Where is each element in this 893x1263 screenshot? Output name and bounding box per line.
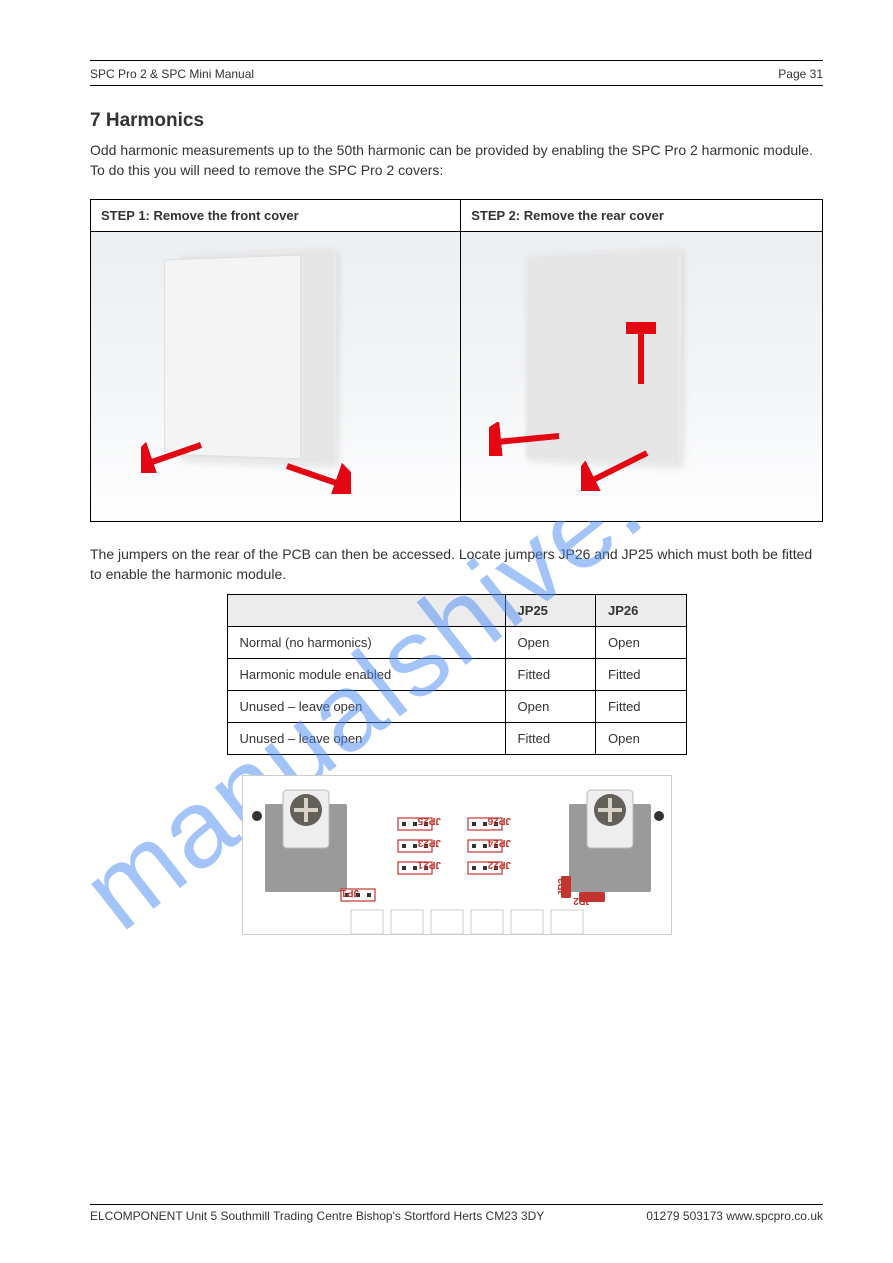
table-cell: Open	[505, 627, 595, 659]
table-cell: Open	[505, 691, 595, 723]
footer-left: ELCOMPONENT Unit 5 Southmill Trading Cen…	[90, 1209, 544, 1223]
header-rule-top	[90, 60, 823, 61]
page-footer: ELCOMPONENT Unit 5 Southmill Trading Cen…	[90, 1204, 823, 1223]
pcb-diagram: JP25 JP26 JP23 JP24 JP21 JP22 JP1 JP3 JP2	[242, 775, 672, 935]
step2-header: STEP 2: Remove the rear cover	[461, 199, 823, 231]
svg-text:JP21: JP21	[417, 859, 441, 870]
svg-text:JP3: JP3	[557, 878, 568, 896]
table-cell: Normal (no harmonics)	[227, 627, 505, 659]
arrow-right-icon	[281, 460, 351, 494]
jumper-col-1: JP25	[505, 595, 595, 627]
pcb-svg: JP25 JP26 JP23 JP24 JP21 JP22 JP1 JP3 JP2	[243, 776, 673, 936]
step1-header: STEP 1: Remove the front cover	[91, 199, 461, 231]
svg-text:JP26: JP26	[487, 815, 511, 826]
jumper-col-0	[227, 595, 505, 627]
table-row: Unused – leave openOpenFitted	[227, 691, 686, 723]
page-header: SPC Pro 2 & SPC Mini Manual Page 31	[90, 65, 823, 85]
table-cell: Fitted	[596, 659, 686, 691]
table-row: Harmonic module enabledFittedFitted	[227, 659, 686, 691]
svg-text:JP23: JP23	[417, 837, 441, 848]
arrow-up-icon	[626, 322, 656, 392]
table-cell: Fitted	[505, 723, 595, 755]
table-cell: Fitted	[505, 659, 595, 691]
table-cell: Open	[596, 723, 686, 755]
table-cell: Unused – leave open	[227, 691, 505, 723]
footer-right: 01279 503173 www.spcpro.co.uk	[646, 1209, 823, 1223]
header-left: SPC Pro 2 & SPC Mini Manual	[90, 67, 254, 81]
jumper-config-table: JP25 JP26 Normal (no harmonics)OpenOpenH…	[227, 594, 687, 755]
svg-text:JP24: JP24	[487, 837, 511, 848]
header-right: Page 31	[778, 67, 823, 81]
cover-removal-table: STEP 1: Remove the front cover STEP 2: R…	[90, 199, 823, 522]
table-row: Normal (no harmonics)OpenOpen	[227, 627, 686, 659]
svg-text:JP2: JP2	[572, 895, 590, 906]
pcb-diagram-wrap: JP25 JP26 JP23 JP24 JP21 JP22 JP1 JP3 JP2	[90, 775, 823, 935]
table-cell: Open	[596, 627, 686, 659]
section-title: 7 Harmonics	[90, 110, 823, 132]
svg-text:JP1: JP1	[340, 887, 358, 898]
footer-rule	[90, 1204, 823, 1205]
table-cell: Fitted	[596, 691, 686, 723]
table-cell: Harmonic module enabled	[227, 659, 505, 691]
table-row: Unused – leave openFittedOpen	[227, 723, 686, 755]
arrow-down-left-icon	[581, 447, 661, 491]
jumpers-intro: The jumpers on the rear of the PCB can t…	[90, 544, 823, 585]
svg-text:JP22: JP22	[487, 859, 511, 870]
header-rule-bottom	[90, 85, 823, 86]
arrow-left2-icon	[489, 422, 569, 456]
step1-image	[91, 231, 461, 521]
arrow-left-icon	[141, 437, 211, 473]
table-cell: Unused – leave open	[227, 723, 505, 755]
front-cover	[164, 254, 301, 459]
jumper-col-2: JP26	[596, 595, 686, 627]
step2-image	[461, 231, 823, 521]
svg-text:JP25: JP25	[417, 815, 441, 826]
section-intro: Odd harmonic measurements up to the 50th…	[90, 140, 823, 181]
